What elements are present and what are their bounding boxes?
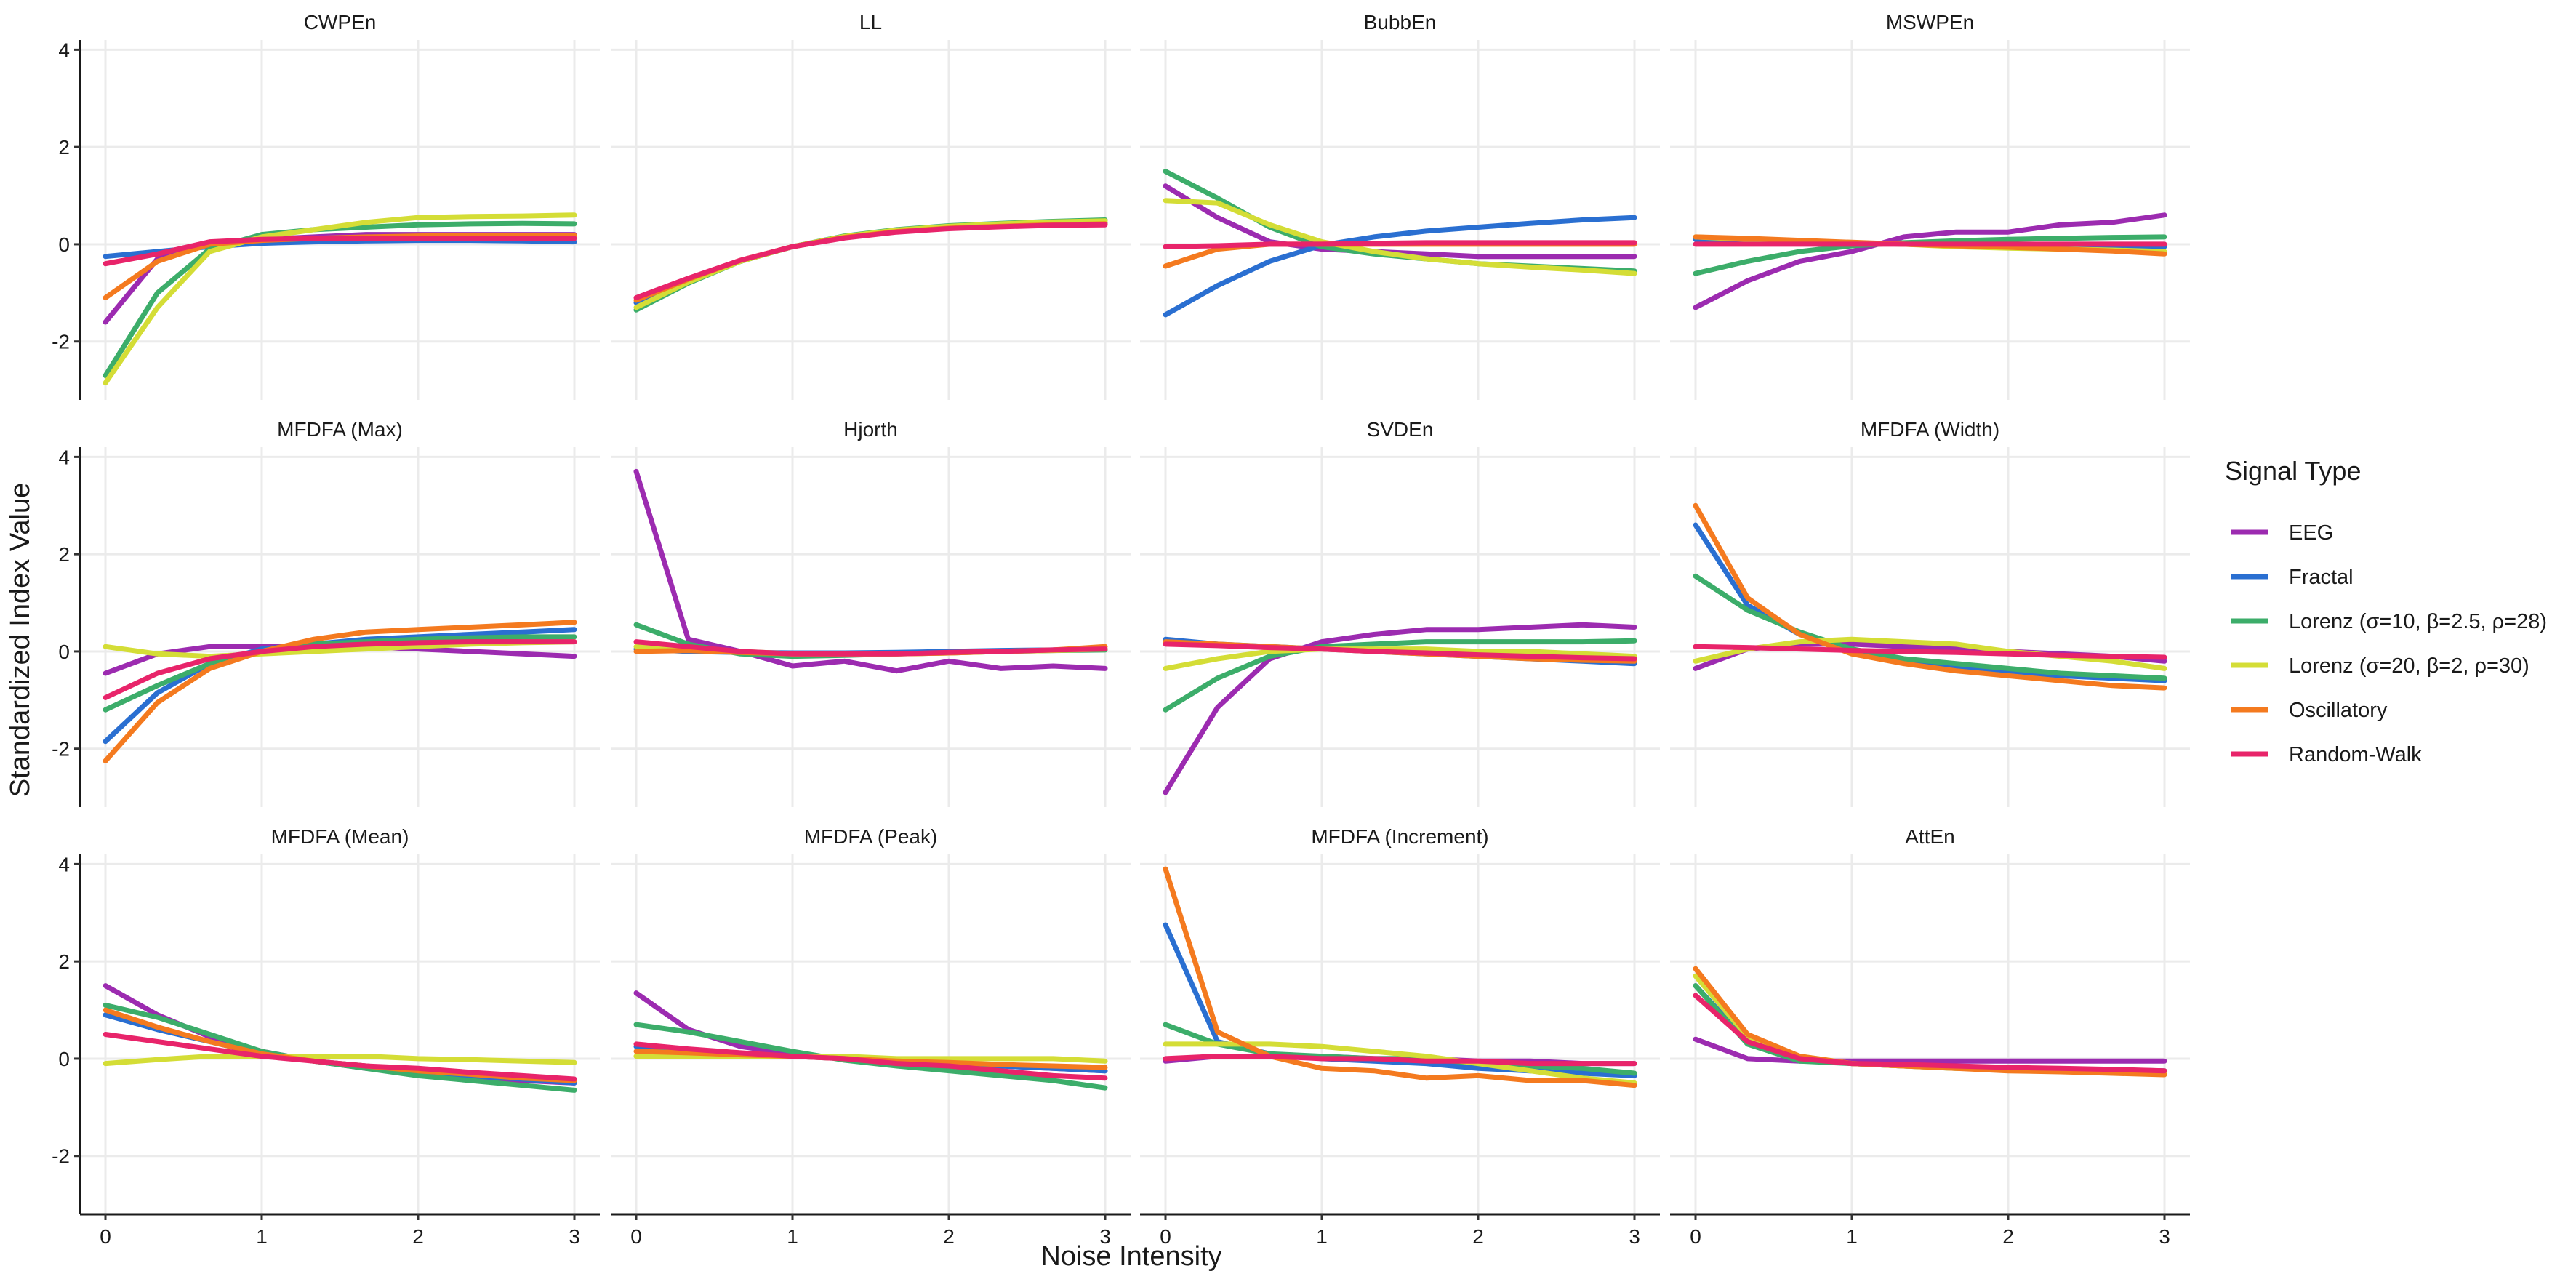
series-line-eeg: [633, 468, 1108, 674]
panel-mswpen: MSWPEn: [1670, 11, 2190, 400]
series-line-lorenz-10-2-5-28: [1163, 638, 1637, 713]
legend-title: Signal Type: [2225, 456, 2361, 486]
panel-mfdfa-mean: MFDFA (Mean) -2 0 2 4 0 1 2 3: [52, 825, 600, 1248]
series-line-oscillatory: [103, 620, 577, 763]
panel-mfdfa-max: MFDFA (Max) -2 0 2 4: [52, 418, 600, 807]
x-tick-label: 0: [1160, 1225, 1171, 1248]
series-line-random-walk: [1693, 644, 2167, 660]
legend-item-random-walk: Random-Walk: [2231, 743, 2422, 766]
legend-item-eeg: EEG: [2231, 521, 2333, 545]
panel-title: MFDFA (Mean): [271, 825, 409, 848]
y-axis-title: Standardized Index Value: [5, 483, 36, 797]
panel-title: CWPEn: [304, 11, 377, 33]
x-tick-label: 2: [943, 1225, 955, 1248]
x-tick-label: 3: [1629, 1225, 1640, 1248]
series-line-eeg: [1163, 622, 1637, 795]
series-line-oscillatory: [1693, 502, 2167, 691]
series-line-random-walk: [103, 639, 577, 700]
panel-title: MSWPEn: [1886, 11, 1974, 33]
y-tick-label: 2: [58, 543, 70, 566]
panel-title: SVDEn: [1367, 418, 1434, 441]
x-tick-label: 0: [1690, 1225, 1701, 1248]
legend-items: EEG Fractal Lorenz (σ=10, β=2.5, ρ=28) Lore…: [2231, 521, 2547, 766]
series-line-lorenz-20-2-30: [1163, 198, 1637, 276]
legend-item-lorenz-10-2-5-28: Lorenz (σ=10, β=2.5, ρ=28): [2231, 610, 2547, 633]
legend-item-fractal: Fractal: [2231, 566, 2354, 589]
panel-ll: LL: [611, 11, 1131, 400]
legend-label: Lorenz (σ=10, β=2.5, ρ=28): [2289, 610, 2547, 633]
series-line-random-walk: [1163, 240, 1637, 249]
x-tick-label: 2: [2002, 1225, 2014, 1248]
panel-title: Hjorth: [843, 418, 898, 441]
panels: CWPEn -2 0 2 4 LL BubbEn MSWPEn MFDFA (Max) -2 0 2 4…: [52, 11, 2190, 1248]
series-line-fractal: [1163, 214, 1637, 318]
panel-title: MFDFA (Width): [1861, 418, 1999, 441]
series-line-random-walk: [1693, 993, 2167, 1074]
series-line-lorenz-20-2-30: [103, 212, 577, 386]
x-tick-label: 1: [787, 1225, 798, 1248]
series-line-random-walk: [1163, 641, 1637, 662]
panel-hjorth: Hjorth: [611, 418, 1131, 807]
x-tick-label: 3: [2159, 1225, 2170, 1248]
series-line-random-walk: [633, 639, 1108, 657]
panel-atten: AttEn 0 1 2 3: [1670, 825, 2190, 1248]
x-tick-label: 1: [256, 1225, 268, 1248]
panel-title: MFDFA (Peak): [804, 825, 938, 848]
x-tick-label: 3: [569, 1225, 580, 1248]
legend-label: Random-Walk: [2289, 743, 2422, 766]
y-tick-label: 0: [58, 233, 70, 256]
y-tick-label: -2: [52, 331, 70, 353]
legend-item-lorenz-20-2-30: Lorenz (σ=20, β=2, ρ=30): [2231, 654, 2529, 678]
panel-title: AttEn: [1905, 825, 1954, 848]
legend-label: EEG: [2289, 521, 2333, 545]
panel-title: BubbEn: [1364, 11, 1437, 33]
panel-cwpen: CWPEn -2 0 2 4: [52, 11, 600, 400]
legend-label: Lorenz (σ=20, β=2, ρ=30): [2289, 654, 2529, 678]
series-line-random-walk: [103, 236, 577, 267]
series-line-lorenz-20-2-30: [1693, 636, 2167, 671]
x-tick-label: 2: [412, 1225, 424, 1248]
x-tick-label: 0: [100, 1225, 111, 1248]
series-line-random-walk: [1163, 1054, 1637, 1067]
panel-mfdfa-peak: MFDFA (Peak) 0 1 2 3: [611, 825, 1131, 1248]
y-tick-label: 4: [58, 446, 70, 468]
series-line-oscillatory: [1163, 866, 1637, 1088]
legend-label: Oscillatory: [2289, 699, 2388, 722]
legend-label: Fractal: [2289, 566, 2354, 589]
series-line-random-walk: [633, 1041, 1108, 1081]
panel-title: LL: [859, 11, 882, 33]
series-line-lorenz-20-2-30: [103, 1054, 577, 1067]
series-line-random-walk: [103, 1032, 577, 1082]
x-tick-label: 0: [630, 1225, 642, 1248]
series-line-lorenz-10-2-5-28: [1693, 573, 2167, 681]
y-tick-label: 4: [58, 39, 70, 61]
series-line-random-walk: [633, 222, 1108, 300]
y-tick-label: 2: [58, 950, 70, 973]
panel-title: MFDFA (Increment): [1311, 825, 1488, 848]
y-tick-label: 0: [58, 641, 70, 663]
y-tick-label: 2: [58, 136, 70, 159]
panel-bubben: BubbEn: [1140, 11, 1660, 400]
panel-svden: SVDEn: [1140, 418, 1660, 807]
y-tick-label: -2: [52, 1145, 70, 1168]
x-axis-title: Noise Intensity: [1040, 1241, 1221, 1272]
series-line-eeg: [1693, 1036, 2167, 1064]
legend-item-oscillatory: Oscillatory: [2231, 699, 2388, 722]
x-tick-label: 1: [1316, 1225, 1328, 1248]
series-line-eeg: [1693, 212, 2167, 310]
x-tick-label: 1: [1846, 1225, 1858, 1248]
y-tick-label: 4: [58, 853, 70, 875]
series-line-lorenz-20-2-30: [1163, 646, 1637, 671]
x-tick-label: 2: [1472, 1225, 1484, 1248]
y-tick-label: -2: [52, 738, 70, 761]
y-tick-label: 0: [58, 1048, 70, 1070]
legend: Signal Type EEG Fractal Lorenz (σ=10, β=2.…: [2225, 456, 2547, 766]
x-tick-label: 3: [1099, 1225, 1111, 1248]
panel-mfdfa-width: MFDFA (Width): [1670, 418, 2190, 807]
panel-mfdfa-increment: MFDFA (Increment) 0 1 2 3: [1140, 825, 1660, 1248]
panel-title: MFDFA (Max): [277, 418, 403, 441]
